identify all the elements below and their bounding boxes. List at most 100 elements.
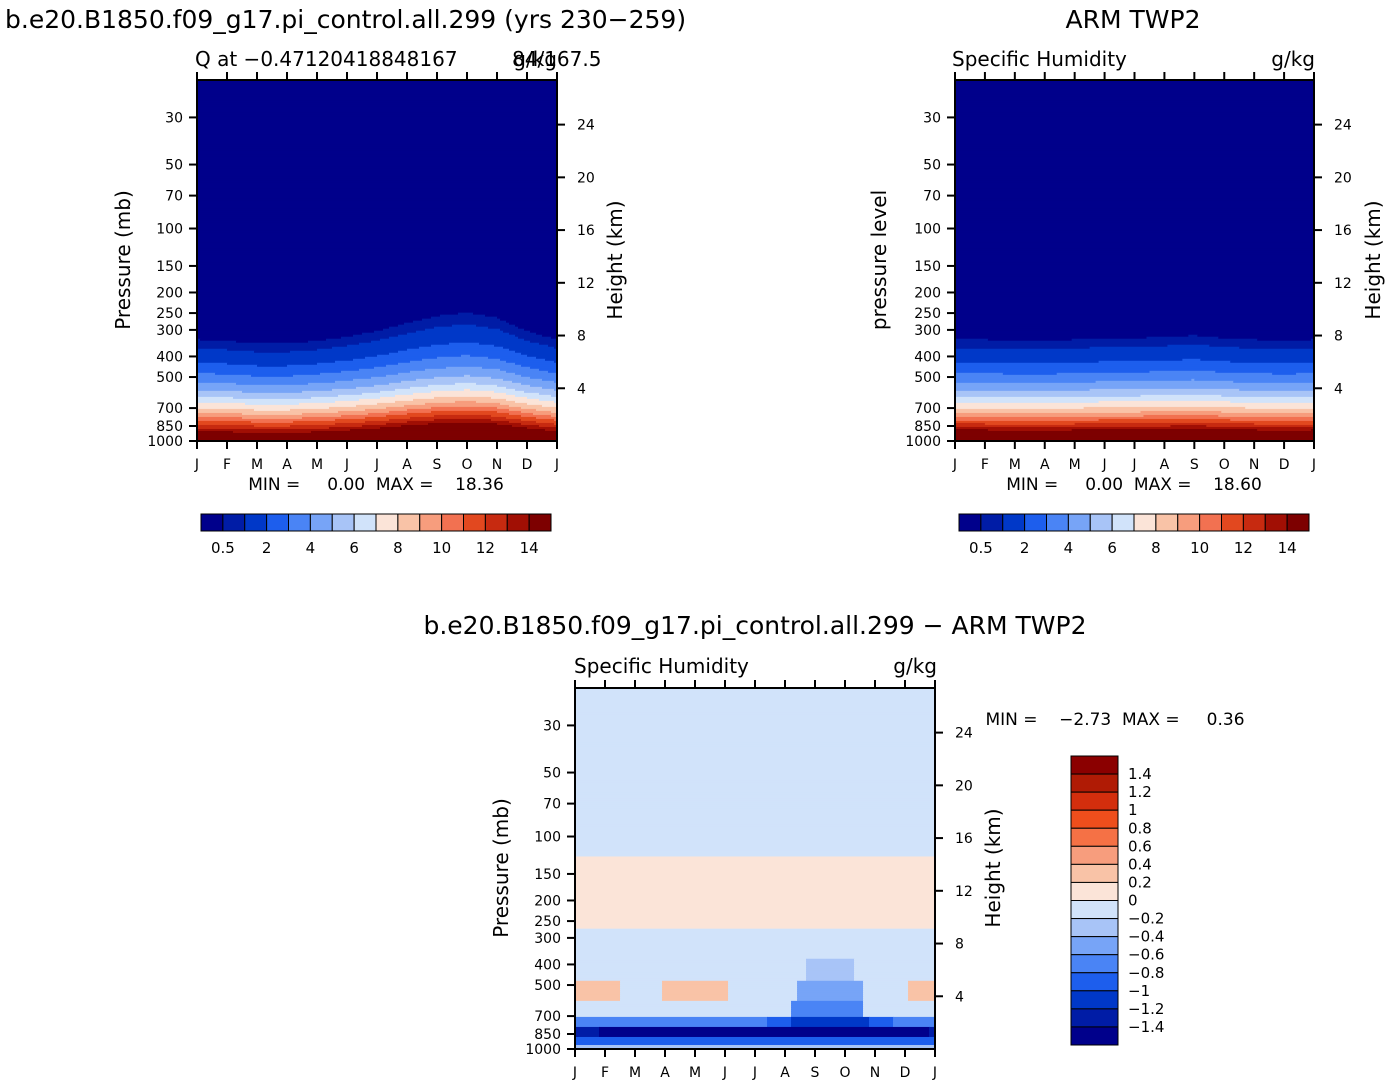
contour-cell	[955, 186, 1315, 189]
contour-cell	[539, 398, 558, 402]
contour-cell	[416, 378, 504, 382]
contour-cell	[527, 426, 558, 430]
contour-cell	[407, 420, 510, 424]
contour-cell	[197, 208, 558, 211]
contour-cell	[955, 202, 1315, 205]
contour-cell	[1188, 334, 1198, 338]
contour-cell	[575, 814, 936, 817]
contour-cell	[197, 368, 360, 372]
contour-cell	[955, 252, 1315, 256]
contour-cell	[575, 730, 936, 733]
contour-cell	[955, 144, 1315, 147]
y-tick-label: 150	[914, 259, 941, 275]
p3g-contour-field	[575, 688, 936, 1050]
contour-cell	[458, 312, 474, 316]
contour-cell	[955, 420, 1315, 424]
x-tick-label: J	[1102, 457, 1107, 473]
contour-cell	[728, 990, 798, 994]
contour-cell	[575, 840, 936, 844]
contour-cell	[197, 306, 558, 310]
y2-tick-label: 24	[577, 118, 595, 134]
contour-cell	[575, 992, 621, 996]
contour-cell	[575, 886, 936, 890]
contour-cell	[197, 270, 558, 274]
y-tick-label: 300	[156, 323, 183, 339]
colorbar-label: 0.5	[969, 539, 993, 557]
contour-cell	[422, 318, 501, 322]
contour-cell	[791, 1024, 870, 1028]
colorbar-label: 1.2	[1128, 783, 1152, 801]
panel-diff-q: b.e20.B1850.f09_g17.pi_control.all.299 −…	[423, 611, 1244, 1081]
x-tick-label: J	[554, 457, 559, 473]
contour-cell	[955, 332, 1315, 336]
contour-cell	[575, 934, 936, 938]
colorbar-swatch	[958, 513, 982, 532]
y-tick-label: 500	[156, 370, 183, 386]
contour-cell	[955, 110, 1315, 113]
contour-cell	[575, 834, 936, 838]
colorbar-swatch	[1155, 513, 1179, 532]
contour-cell	[515, 362, 558, 366]
contour-cell	[512, 424, 540, 428]
contour-cell	[575, 700, 936, 703]
contour-cell	[197, 132, 558, 135]
contour-cell	[575, 888, 936, 892]
contour-cell	[728, 998, 798, 1002]
contour-cell	[302, 416, 366, 420]
contour-cell	[955, 140, 1315, 143]
contour-cell	[197, 262, 558, 266]
y-tick-label: 400	[534, 957, 561, 973]
contour-cell	[575, 954, 936, 958]
contour-cell	[1098, 360, 1231, 364]
contour-cell	[197, 424, 255, 428]
contour-cell	[197, 350, 255, 354]
contour-cell	[955, 96, 1315, 99]
contour-cell	[542, 334, 558, 338]
panel3-left-label: Specific Humidity	[574, 654, 749, 678]
contour-cell	[575, 786, 936, 789]
contour-cell	[302, 412, 369, 416]
contour-cell	[254, 350, 291, 354]
contour-cell	[353, 334, 399, 338]
contour-cell	[575, 996, 621, 1000]
contour-cell	[955, 300, 1315, 304]
contour-cell	[245, 402, 300, 406]
contour-cell	[955, 352, 1315, 356]
contour-cell	[575, 870, 936, 874]
contour-cell	[955, 356, 1315, 360]
y-tick-label: 250	[914, 306, 941, 322]
contour-cell	[503, 346, 555, 350]
contour-cell	[197, 108, 558, 111]
contour-cell	[425, 402, 501, 406]
contour-cell	[620, 982, 663, 986]
contour-cell	[197, 366, 375, 370]
y-tick-label: 50	[165, 158, 183, 174]
colorbar-label: 10	[1190, 539, 1209, 557]
contour-cell	[575, 754, 936, 757]
contour-cell	[554, 400, 558, 404]
contour-cell	[854, 968, 936, 972]
contour-cell	[308, 340, 372, 344]
contour-cell	[955, 132, 1315, 135]
contour-cell	[791, 1016, 870, 1020]
contour-cell	[197, 210, 558, 213]
contour-cell	[482, 366, 531, 370]
contour-cell	[955, 276, 1315, 280]
contour-cell	[1272, 372, 1297, 376]
contour-cell	[197, 118, 558, 121]
contour-cell	[955, 270, 1315, 274]
contour-cell	[575, 942, 936, 946]
colorbar-label: 0.2	[1128, 873, 1152, 891]
contour-cell	[554, 346, 558, 350]
contour-cell	[422, 358, 501, 362]
contour-cell	[575, 944, 936, 948]
contour-cell	[955, 294, 1315, 298]
contour-cell	[197, 192, 558, 195]
contour-cell	[806, 970, 855, 974]
contour-cell	[575, 946, 936, 950]
contour-cell	[955, 158, 1315, 161]
contour-cell	[356, 404, 405, 408]
contour-cell	[437, 356, 489, 360]
contour-cell	[197, 174, 558, 177]
